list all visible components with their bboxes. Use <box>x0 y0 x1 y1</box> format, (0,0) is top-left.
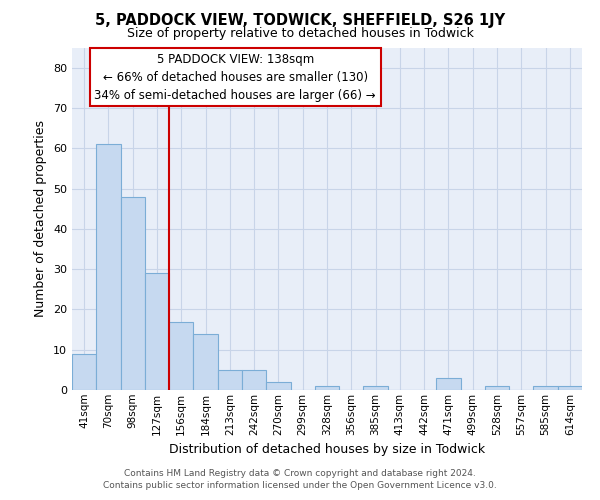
Y-axis label: Number of detached properties: Number of detached properties <box>34 120 47 318</box>
Bar <box>72 354 96 390</box>
Bar <box>364 386 388 390</box>
Bar <box>242 370 266 390</box>
Bar <box>193 334 218 390</box>
Bar <box>485 386 509 390</box>
Bar <box>315 386 339 390</box>
Bar <box>145 273 169 390</box>
Text: Contains HM Land Registry data © Crown copyright and database right 2024.
Contai: Contains HM Land Registry data © Crown c… <box>103 468 497 490</box>
Text: 5 PADDOCK VIEW: 138sqm
← 66% of detached houses are smaller (130)
34% of semi-de: 5 PADDOCK VIEW: 138sqm ← 66% of detached… <box>94 52 376 102</box>
Bar <box>121 196 145 390</box>
Bar <box>218 370 242 390</box>
Text: 5, PADDOCK VIEW, TODWICK, SHEFFIELD, S26 1JY: 5, PADDOCK VIEW, TODWICK, SHEFFIELD, S26… <box>95 12 505 28</box>
Text: Size of property relative to detached houses in Todwick: Size of property relative to detached ho… <box>127 28 473 40</box>
Bar <box>558 386 582 390</box>
Bar <box>169 322 193 390</box>
Bar <box>96 144 121 390</box>
Bar <box>266 382 290 390</box>
X-axis label: Distribution of detached houses by size in Todwick: Distribution of detached houses by size … <box>169 443 485 456</box>
Bar <box>533 386 558 390</box>
Bar <box>436 378 461 390</box>
